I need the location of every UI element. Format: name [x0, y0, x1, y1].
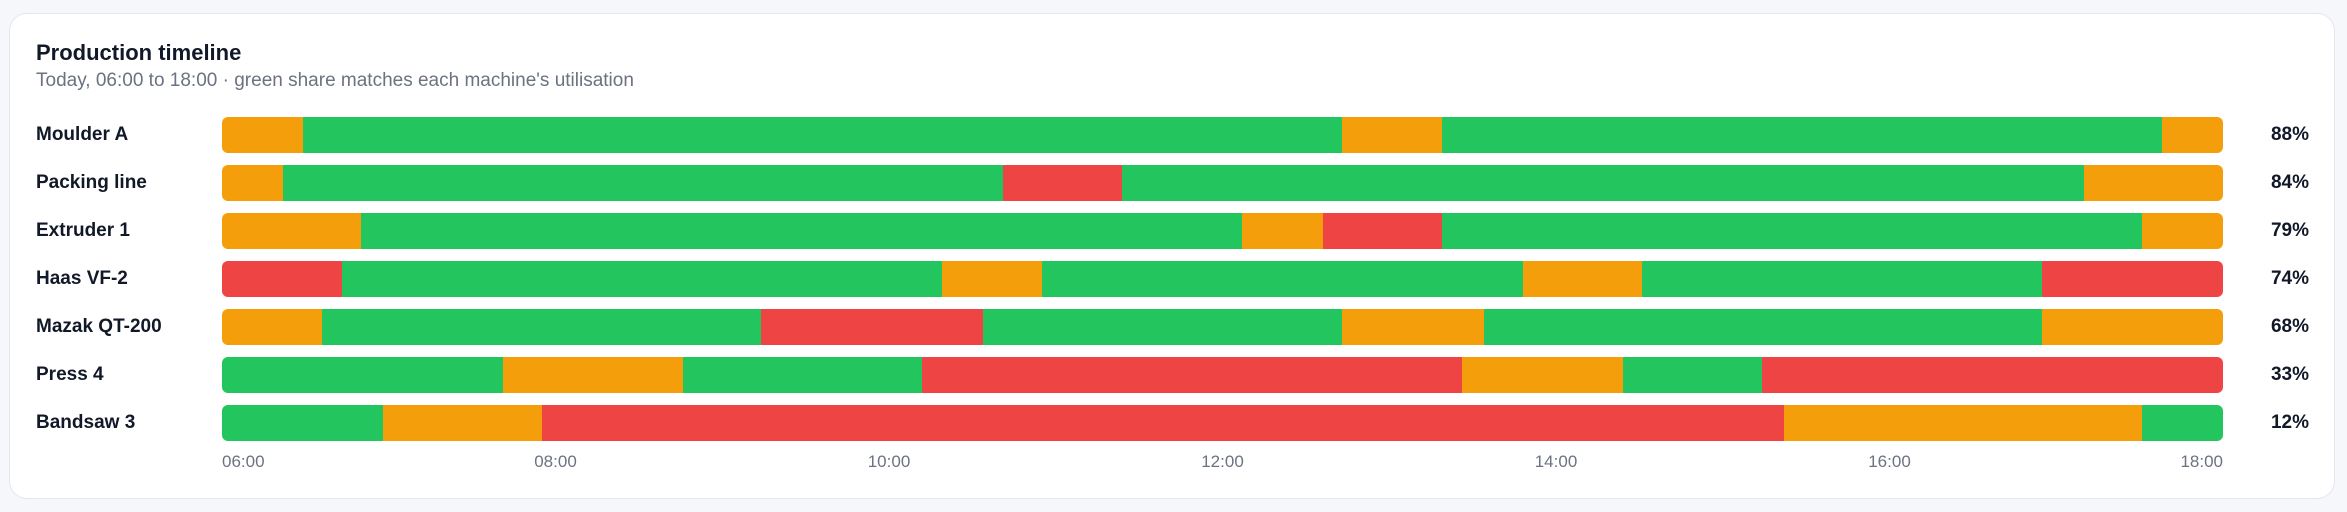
utilisation-value: 68%	[2270, 316, 2309, 337]
x-tick-label: 08:00	[534, 452, 577, 471]
segment-idle[interactable]	[222, 213, 362, 249]
machine-label: Mazak QT-200	[36, 316, 162, 337]
segment-idle[interactable]	[1461, 357, 1624, 393]
segment-idle[interactable]	[222, 165, 284, 201]
segment-idle[interactable]	[941, 261, 1043, 297]
utilisation-value: 12%	[2270, 412, 2309, 433]
segment-running[interactable]	[1041, 261, 1524, 297]
segment-idle[interactable]	[2042, 309, 2223, 345]
segment-idle[interactable]	[2084, 165, 2223, 201]
machine-label: Bandsaw 3	[36, 412, 136, 433]
segment-down[interactable]	[1322, 213, 1443, 249]
utilisation-value: 79%	[2270, 220, 2309, 241]
segment-idle[interactable]	[1522, 261, 1643, 297]
segment-idle[interactable]	[502, 357, 684, 393]
utilisation-value: 33%	[2270, 364, 2309, 385]
segment-running[interactable]	[983, 309, 1343, 345]
utilisation-value: 74%	[2270, 268, 2309, 289]
segment-down[interactable]	[2042, 261, 2223, 297]
segment-running[interactable]	[360, 213, 1243, 249]
segment-down[interactable]	[541, 405, 1785, 441]
segment-idle[interactable]	[222, 117, 304, 153]
segment-running[interactable]	[222, 405, 384, 441]
x-tick-label: 18:00	[2180, 452, 2223, 471]
segment-down[interactable]	[222, 261, 342, 297]
segment-idle[interactable]	[1241, 213, 1324, 249]
segment-running[interactable]	[1483, 309, 2043, 345]
utilisation-value: 84%	[2270, 172, 2309, 193]
segment-down[interactable]	[922, 357, 1462, 393]
chart-title: Production timeline	[36, 40, 242, 65]
segment-down[interactable]	[1761, 357, 2223, 393]
segment-running[interactable]	[1442, 213, 2143, 249]
timeline-bar	[222, 117, 2223, 153]
timeline-bar	[222, 213, 2223, 249]
timeline-bar	[222, 405, 2223, 441]
x-tick-label: 12:00	[1201, 452, 1244, 471]
segment-running[interactable]	[341, 261, 943, 297]
segment-down[interactable]	[1002, 165, 1123, 201]
segment-idle[interactable]	[1342, 117, 1443, 153]
segment-running[interactable]	[322, 309, 762, 345]
machine-label: Moulder A	[36, 124, 129, 145]
timeline-bar	[222, 309, 2223, 345]
segment-down[interactable]	[761, 309, 984, 345]
timeline-bar	[222, 261, 2223, 297]
x-tick-label: 16:00	[1868, 452, 1911, 471]
x-tick-label: 14:00	[1534, 452, 1578, 471]
machine-label: Press 4	[36, 364, 104, 385]
machine-label: Extruder 1	[36, 220, 130, 241]
x-tick-label: 06:00	[222, 452, 265, 471]
segment-idle[interactable]	[2161, 117, 2223, 153]
segment-running[interactable]	[1642, 261, 2043, 297]
segment-idle[interactable]	[222, 309, 323, 345]
segment-running[interactable]	[222, 357, 504, 393]
timeline-bar	[222, 357, 2223, 393]
segment-running[interactable]	[1622, 357, 1763, 393]
timeline-bar	[222, 165, 2223, 201]
segment-running[interactable]	[2142, 405, 2223, 441]
segment-running[interactable]	[683, 357, 923, 393]
segment-idle[interactable]	[1783, 405, 2143, 441]
x-tick-label: 10:00	[867, 452, 911, 471]
segment-running[interactable]	[302, 117, 1343, 153]
segment-running[interactable]	[1122, 165, 2085, 201]
segment-idle[interactable]	[383, 405, 543, 441]
utilisation-value: 88%	[2270, 124, 2309, 145]
chart-subtitle: Today, 06:00 to 18:00 · green share matc…	[36, 70, 634, 91]
segment-idle[interactable]	[1342, 309, 1485, 345]
machine-label: Haas VF-2	[36, 268, 128, 289]
machine-label: Packing line	[36, 172, 147, 193]
segment-idle[interactable]	[2142, 213, 2223, 249]
segment-running[interactable]	[1442, 117, 2163, 153]
segment-running[interactable]	[283, 165, 1004, 201]
